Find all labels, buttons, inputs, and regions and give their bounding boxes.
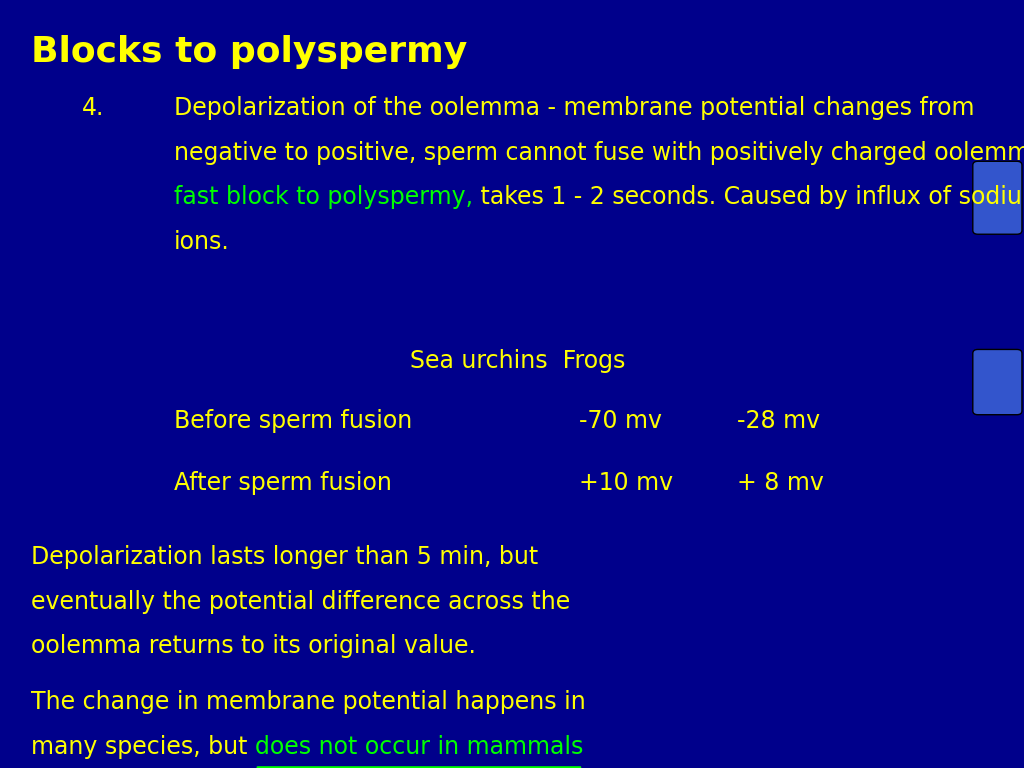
- Text: -28 mv: -28 mv: [737, 409, 820, 433]
- Text: -70 mv: -70 mv: [579, 409, 662, 433]
- Text: The change in membrane potential happens in: The change in membrane potential happens…: [31, 690, 586, 714]
- Text: fast block to polyspermy,: fast block to polyspermy,: [174, 185, 473, 209]
- Text: negative to positive, sperm cannot fuse with positively charged oolemma -: negative to positive, sperm cannot fuse …: [174, 141, 1024, 164]
- FancyBboxPatch shape: [973, 161, 1022, 234]
- Text: + 8 mv: + 8 mv: [737, 471, 824, 495]
- Text: eventually the potential difference across the: eventually the potential difference acro…: [31, 590, 570, 614]
- Text: After sperm fusion: After sperm fusion: [174, 471, 392, 495]
- Text: many species, but: many species, but: [31, 735, 255, 759]
- Text: Before sperm fusion: Before sperm fusion: [174, 409, 413, 433]
- Text: +10 mv: +10 mv: [579, 471, 673, 495]
- FancyBboxPatch shape: [973, 349, 1022, 415]
- Text: Depolarization of the oolemma - membrane potential changes from: Depolarization of the oolemma - membrane…: [174, 96, 975, 120]
- Text: Sea urchins  Frogs: Sea urchins Frogs: [410, 349, 625, 373]
- Text: oolemma returns to its original value.: oolemma returns to its original value.: [31, 634, 475, 658]
- Text: does not occur in mammals: does not occur in mammals: [255, 735, 583, 759]
- Text: 4.: 4.: [82, 96, 104, 120]
- Text: takes 1 - 2 seconds. Caused by influx of sodium: takes 1 - 2 seconds. Caused by influx of…: [473, 185, 1024, 209]
- Text: Depolarization lasts longer than 5 min, but: Depolarization lasts longer than 5 min, …: [31, 545, 538, 569]
- Text: ions.: ions.: [174, 230, 229, 253]
- Text: Blocks to polyspermy: Blocks to polyspermy: [31, 35, 467, 68]
